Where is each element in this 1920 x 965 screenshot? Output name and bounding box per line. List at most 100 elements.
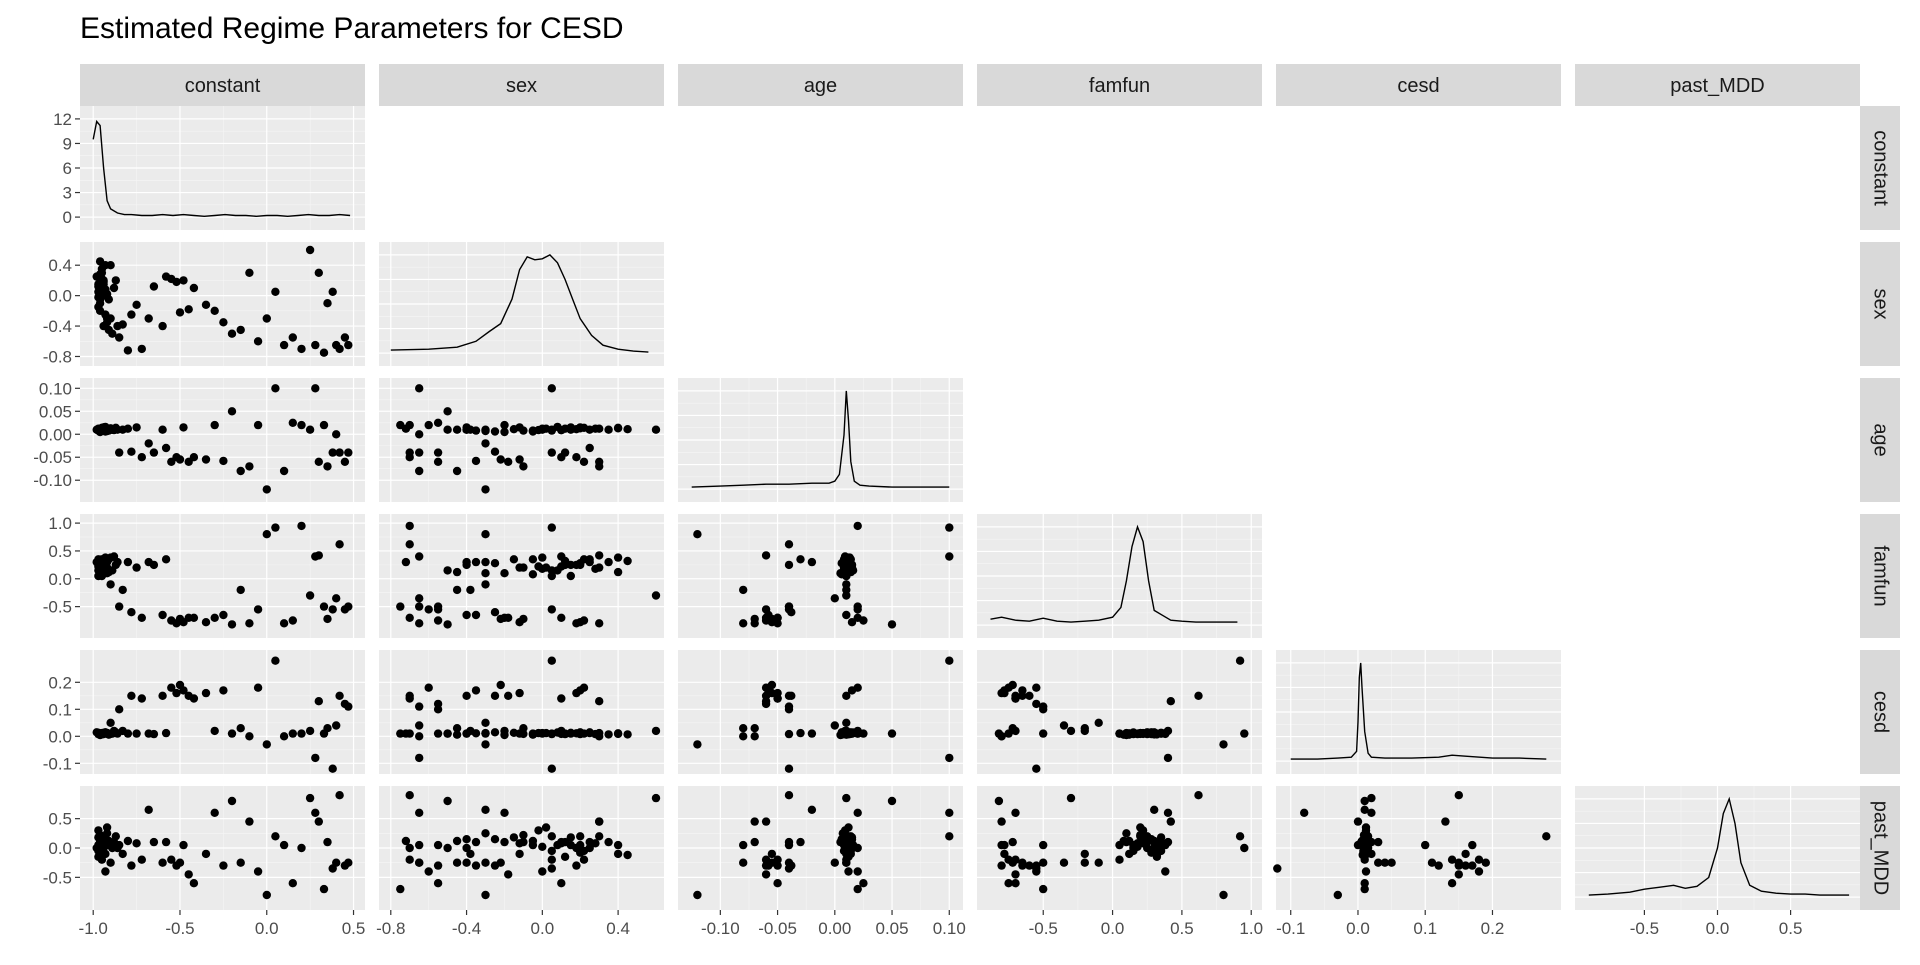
data-point	[595, 817, 604, 826]
data-point	[433, 729, 443, 738]
panel-cesd-age	[678, 650, 963, 774]
data-point	[547, 656, 556, 665]
data-point	[104, 840, 114, 850]
data-point	[415, 721, 424, 730]
data-point	[210, 420, 219, 430]
density-curve-constant	[92, 119, 351, 218]
row-strip-label-constant: constant	[1870, 130, 1892, 206]
data-point	[344, 340, 353, 350]
data-point	[560, 560, 570, 570]
data-point	[547, 605, 556, 614]
data-point	[279, 840, 289, 850]
data-point	[1011, 870, 1020, 879]
data-point	[245, 619, 254, 628]
x-tick-label: 0.0	[1101, 919, 1125, 938]
data-point	[462, 858, 471, 867]
row-strip-label-sex: sex	[1870, 288, 1892, 319]
data-point	[127, 310, 136, 319]
data-point	[945, 832, 954, 841]
data-point	[149, 560, 159, 570]
data-point	[784, 560, 794, 570]
data-point	[462, 691, 471, 700]
data-point	[1194, 791, 1203, 800]
data-point	[481, 580, 490, 589]
data-point	[842, 591, 851, 600]
y-tick-label: 0.5	[48, 542, 72, 561]
data-point	[471, 610, 481, 620]
data-point	[807, 805, 817, 814]
data-point	[842, 849, 851, 859]
data-point	[102, 563, 112, 572]
data-point	[396, 420, 405, 430]
data-point	[994, 796, 1004, 806]
data-point	[1447, 879, 1457, 888]
data-point	[784, 858, 794, 867]
data-point	[1461, 861, 1470, 870]
data-point	[1008, 680, 1017, 690]
data-point	[396, 884, 405, 894]
data-point	[106, 858, 115, 867]
data-point	[585, 443, 594, 453]
data-point	[500, 726, 509, 736]
data-point	[528, 840, 538, 850]
data-point	[750, 614, 759, 624]
data-point	[288, 333, 297, 342]
data-point	[433, 418, 443, 427]
data-point	[175, 308, 185, 317]
data-point	[236, 858, 245, 867]
data-point	[1194, 691, 1203, 700]
data-point	[1468, 840, 1477, 850]
data-point	[613, 840, 623, 850]
y-tick-label: 0.05	[39, 402, 72, 421]
data-point	[847, 618, 857, 627]
chart-title: Estimated Regime Parameters for CESD	[80, 12, 624, 45]
data-point	[767, 849, 777, 859]
data-point	[842, 610, 851, 620]
data-point	[576, 618, 585, 627]
data-point	[591, 564, 600, 573]
data-point	[471, 861, 481, 870]
data-point	[1447, 855, 1457, 864]
data-point	[761, 699, 771, 709]
data-point	[1474, 855, 1484, 864]
data-point	[534, 562, 543, 571]
data-point	[297, 420, 306, 430]
y-tick-label: -0.4	[43, 317, 72, 336]
data-point	[314, 551, 323, 560]
data-point	[227, 620, 237, 629]
data-point	[1481, 858, 1491, 867]
data-point	[433, 457, 443, 466]
data-point	[319, 884, 329, 894]
data-point	[210, 808, 219, 817]
x-tick-label: 0.10	[933, 919, 966, 938]
data-point	[161, 443, 171, 453]
data-point	[579, 855, 589, 864]
y-tick-label: 0.0	[48, 287, 72, 306]
y-tick-label: 9	[63, 134, 72, 153]
data-point	[219, 686, 228, 695]
data-point	[1367, 793, 1376, 803]
strip-label-constant: constant	[185, 75, 261, 97]
data-point	[1166, 697, 1176, 706]
data-point	[807, 729, 817, 738]
data-point	[253, 605, 263, 614]
data-point	[595, 697, 604, 706]
y-tick-label: 0	[63, 208, 72, 227]
data-point	[1008, 724, 1017, 733]
y-tick-label: 12	[53, 110, 72, 129]
data-point	[1474, 867, 1484, 876]
x-tick-label: -0.5	[1630, 919, 1659, 938]
data-point	[1018, 861, 1027, 870]
x-tick-label: 0.0	[1346, 919, 1370, 938]
data-point	[509, 833, 519, 842]
data-point	[1219, 740, 1228, 749]
data-point	[651, 425, 661, 434]
data-point	[1156, 728, 1166, 738]
data-point	[344, 858, 353, 867]
data-point	[1032, 699, 1041, 709]
data-point	[784, 702, 794, 711]
data-point	[1143, 832, 1152, 841]
data-point	[305, 245, 315, 255]
data-point	[1143, 843, 1152, 853]
